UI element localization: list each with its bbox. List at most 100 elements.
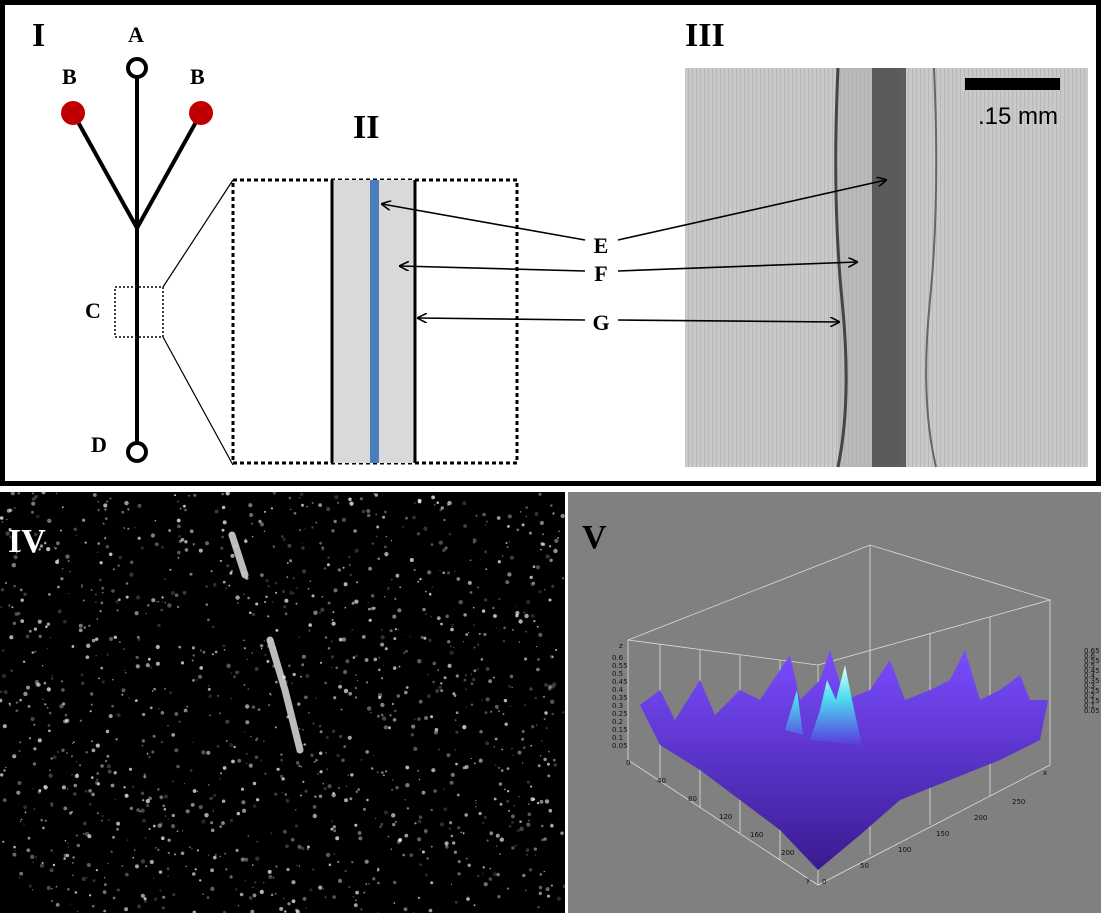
speckle [256, 798, 259, 801]
speckle [191, 848, 193, 850]
speckle [365, 658, 369, 662]
speckle [98, 678, 100, 680]
speckle [80, 720, 82, 722]
speckle [301, 663, 304, 666]
speckle [150, 860, 154, 864]
speckle [209, 695, 212, 698]
panel-label: V [582, 519, 607, 556]
speckle [207, 896, 210, 899]
speckle [108, 819, 110, 821]
speckle [79, 764, 81, 766]
speckle [16, 791, 20, 795]
speckle [312, 594, 315, 597]
speckle [388, 836, 390, 838]
speckle [376, 536, 378, 538]
speckle [516, 606, 517, 607]
speckle [167, 875, 168, 876]
speckle [44, 682, 47, 685]
speckle [388, 726, 391, 729]
speckle [501, 769, 504, 772]
speckle [462, 501, 466, 505]
speckle [247, 597, 250, 600]
speckle [255, 857, 259, 861]
speckle [349, 886, 350, 887]
speckle [213, 810, 214, 811]
arrow-label: E [594, 233, 609, 258]
speckle [374, 658, 378, 662]
speckle [192, 660, 194, 662]
speckle [507, 767, 510, 770]
speckle [499, 630, 500, 631]
speckle [437, 616, 441, 620]
speckle [100, 561, 103, 564]
speckle [40, 863, 44, 867]
speckle [544, 871, 545, 872]
speckle [34, 651, 36, 653]
speckle [68, 846, 70, 848]
speckle [410, 558, 414, 562]
speckle [551, 823, 553, 825]
speckle [414, 502, 416, 504]
speckle [85, 542, 87, 544]
speckle [136, 656, 139, 659]
speckle [490, 711, 492, 713]
speckle [158, 601, 160, 603]
inlet-b [61, 101, 85, 125]
speckle [89, 894, 91, 896]
speckle [527, 781, 530, 784]
speckle [142, 713, 145, 716]
speckle [245, 880, 246, 881]
speckle [274, 793, 277, 796]
speckle [92, 749, 96, 753]
speckle [20, 619, 24, 623]
speckle [478, 759, 482, 763]
speckle [484, 598, 487, 601]
speckle [385, 647, 388, 650]
speckle [142, 819, 146, 823]
speckle [287, 544, 291, 548]
speckle [90, 692, 93, 695]
speckle [380, 823, 383, 826]
speckle [203, 651, 206, 654]
speckle [289, 497, 292, 500]
y-tick-label: 40 [657, 777, 666, 785]
speckle [489, 831, 493, 835]
speckle [530, 576, 533, 579]
speckle [266, 660, 269, 663]
speckle [298, 765, 300, 767]
speckle [485, 711, 488, 714]
speckle [251, 652, 253, 654]
speckle [11, 491, 15, 495]
speckle [241, 800, 245, 804]
speckle [206, 585, 208, 587]
speckle [539, 590, 542, 593]
speckle [117, 889, 120, 892]
speckle [455, 749, 457, 751]
speckle [119, 556, 122, 559]
speckle [229, 572, 232, 575]
speckle [49, 712, 52, 715]
speckle [145, 613, 147, 615]
speckle [34, 808, 36, 810]
speckle [32, 492, 34, 494]
speckle [201, 750, 205, 754]
speckle [331, 655, 334, 658]
speckle [67, 888, 70, 891]
speckle [458, 872, 461, 875]
speckle [272, 601, 273, 602]
speckle [283, 830, 287, 834]
speckle [343, 745, 346, 748]
speckle [447, 571, 450, 574]
speckle [373, 755, 374, 756]
speckle [440, 689, 443, 692]
speckle [446, 846, 447, 847]
speckle [181, 661, 184, 664]
speckle [322, 596, 324, 598]
speckle [72, 645, 75, 648]
speckle [325, 752, 326, 753]
speckle [118, 565, 120, 567]
arrow-label: F [594, 261, 607, 286]
speckle [97, 501, 98, 502]
speckle [213, 794, 216, 797]
micrograph-band [872, 68, 906, 467]
